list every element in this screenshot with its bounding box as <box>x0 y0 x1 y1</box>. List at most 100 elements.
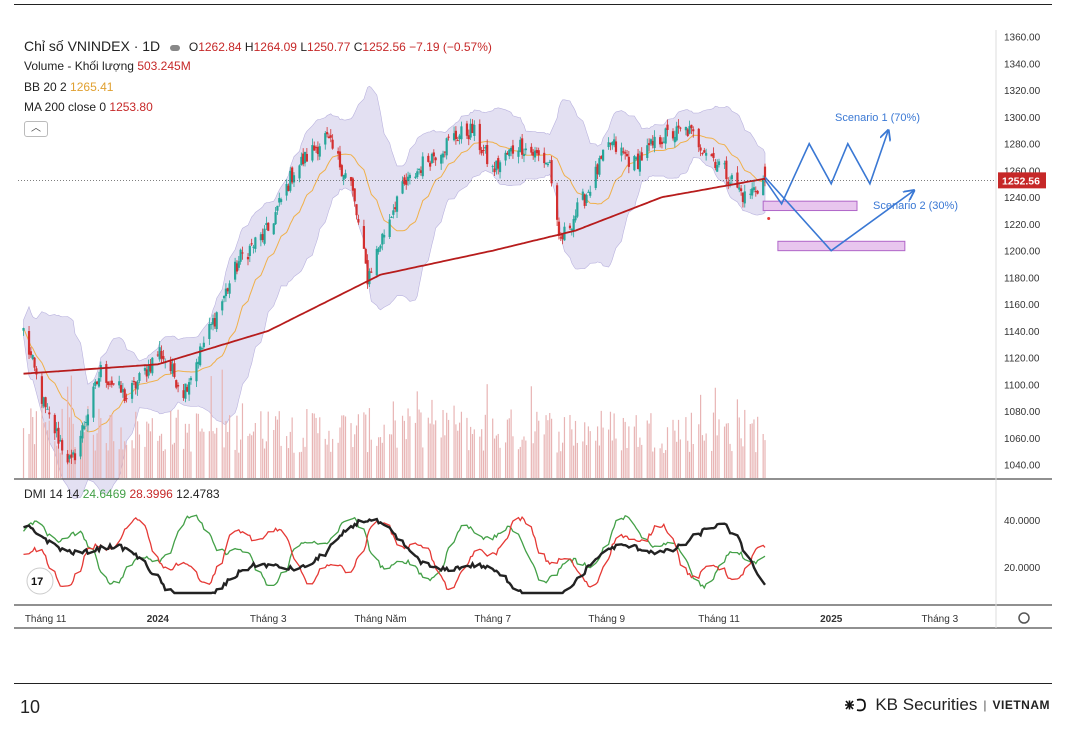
y-tick-label: 1320.00 <box>1004 86 1041 97</box>
change-value: −7.19 (−0.57%) <box>409 40 492 54</box>
candle-body <box>97 378 101 387</box>
candle-body <box>208 323 211 340</box>
volume-bar <box>757 416 759 478</box>
scenario-layer: Scenario 1 (70%) Scenario 2 (30%) <box>764 112 958 252</box>
candle-body <box>274 212 277 225</box>
candle-body <box>572 219 575 231</box>
volume-bar <box>337 442 339 478</box>
candle-body <box>601 149 605 161</box>
candle-body <box>568 225 572 229</box>
volume-bar <box>633 426 635 478</box>
candle-body <box>298 165 301 179</box>
volume-bar <box>22 428 25 478</box>
volume-bar <box>249 433 251 478</box>
volume-bar <box>365 414 367 478</box>
settings-icon[interactable] <box>1018 612 1030 624</box>
candle-body <box>465 123 469 136</box>
volume-bar <box>368 408 371 478</box>
candle-body <box>418 168 421 170</box>
candle-body <box>149 364 152 372</box>
collapse-legend-button[interactable]: ︿ <box>24 121 48 137</box>
candle-body <box>614 141 618 152</box>
candle-body <box>478 123 481 151</box>
y-tick-label: 1280.00 <box>1004 140 1041 151</box>
candle-body <box>222 295 226 299</box>
candle-body <box>29 351 32 356</box>
volume-bar <box>98 408 100 478</box>
candle-body <box>394 207 397 210</box>
volume-bar <box>151 418 153 478</box>
volume-bar <box>343 415 345 478</box>
candle-body <box>583 194 586 206</box>
candle-body <box>697 128 700 148</box>
volume-bar <box>35 411 37 478</box>
volume-bar <box>550 418 553 478</box>
bb-label: BB 20 2 <box>24 80 67 94</box>
volume-bar <box>587 426 589 478</box>
volume-bar <box>186 432 188 478</box>
volume-bar <box>418 409 420 478</box>
candle-body <box>574 215 577 221</box>
candle-body <box>189 377 193 381</box>
candle-body <box>375 249 378 276</box>
candle-body <box>673 136 676 143</box>
volume-bar <box>547 420 549 478</box>
bb-legend: BB 20 2 1265.41 <box>24 80 113 94</box>
volume-bar <box>611 440 613 478</box>
volume-bar <box>306 409 308 478</box>
support-zone <box>762 200 858 212</box>
candle-body <box>316 146 320 155</box>
brand-name: KB Securities <box>875 695 978 714</box>
candle-body <box>278 198 281 203</box>
candle-body <box>246 256 250 260</box>
volume-bar <box>457 430 459 478</box>
candle-body <box>40 376 44 404</box>
candle-body <box>594 166 597 188</box>
candle-body <box>92 386 95 418</box>
volume-bar <box>672 419 674 478</box>
volume-bar <box>753 419 755 478</box>
y-tick-label: 1060.00 <box>1004 434 1041 445</box>
volume-bar <box>328 430 330 478</box>
volume-bar <box>184 423 187 478</box>
volume-bar <box>199 431 201 478</box>
candle-body <box>79 435 82 457</box>
volume-bar <box>608 429 610 478</box>
candle-body <box>184 383 187 399</box>
volume-bar <box>447 419 450 478</box>
volume-bar <box>738 417 740 478</box>
volume-bar <box>263 448 266 478</box>
candle-body <box>197 361 200 365</box>
candle-body <box>250 243 253 245</box>
candle-body <box>716 165 719 172</box>
candle-body <box>684 126 687 131</box>
candle-body <box>741 192 745 202</box>
candle-body <box>130 382 134 399</box>
candle-body <box>68 455 71 459</box>
candle-body <box>533 150 537 158</box>
volume-bar <box>392 401 394 478</box>
candle-body <box>624 152 627 154</box>
candle-body <box>364 248 367 264</box>
volume-bar <box>173 442 175 478</box>
candle-body <box>210 324 213 326</box>
volume-bar <box>59 452 61 478</box>
volume-bar <box>688 451 691 478</box>
candle-body <box>44 397 47 408</box>
candle-body <box>686 129 689 136</box>
candle-body <box>112 383 115 385</box>
volume-bar <box>690 412 693 478</box>
candle-body <box>368 271 371 285</box>
candle-body <box>239 249 242 262</box>
dmi-plus-value: 24.6469 <box>82 487 127 501</box>
volume-bar <box>378 437 380 478</box>
candle-body <box>390 216 393 218</box>
candle-body <box>751 188 754 196</box>
candle-body <box>749 193 752 195</box>
visibility-icon[interactable] <box>169 44 180 51</box>
candle-body <box>353 188 356 202</box>
candle-body <box>627 156 630 167</box>
volume-bar <box>46 430 49 478</box>
dmi-minus-value: 28.3996 <box>129 487 173 501</box>
